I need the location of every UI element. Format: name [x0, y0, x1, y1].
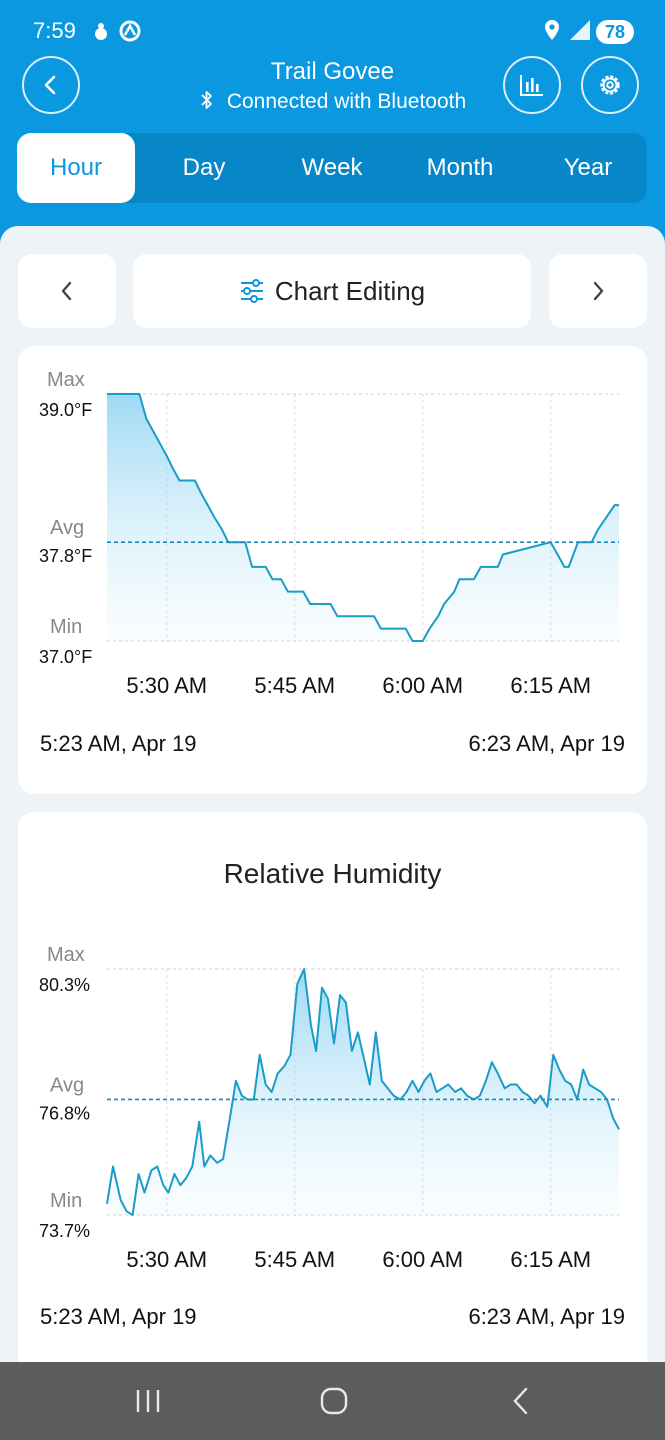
x-tick-label: 6:00 AM: [382, 673, 463, 698]
humidity-chart-card: Relative Humidity 5:30 AM 5:45 AM 6:00 AM 6…: [18, 812, 647, 1362]
status-bar: 7:59 78: [0, 0, 665, 60]
max-label: Max: [47, 944, 85, 966]
series-area: [107, 969, 619, 1215]
min-label: Min: [50, 616, 82, 638]
min-value: 73.7%: [39, 1221, 90, 1241]
start-time-label: 5:23 AM, Apr 19: [40, 1304, 197, 1329]
battery-indicator: 78: [596, 20, 634, 44]
series-area: [107, 394, 619, 641]
home-icon[interactable]: [319, 1386, 349, 1416]
chevron-right-icon: [593, 281, 604, 301]
previous-period-button[interactable]: [18, 254, 116, 328]
header-background: [0, 0, 665, 260]
x-tick-label: 5:45 AM: [254, 673, 335, 698]
tab-hour[interactable]: Hour: [17, 133, 135, 203]
humidity-chart: 5:30 AM 5:45 AM 6:00 AM 6:15 AM Max 80.3% Avg 7…: [39, 944, 625, 1329]
tab-week[interactable]: Week: [301, 154, 363, 181]
x-tick-label: 5:45 AM: [254, 1247, 335, 1272]
avg-value: 37.8°F: [39, 546, 92, 566]
recent-apps-icon[interactable]: [134, 1388, 164, 1414]
avg-value: 76.8%: [39, 1103, 90, 1123]
temperature-chart-card: 5:30 AM 5:45 AM 6:00 AM 6:15 AM Max 39.0°F Avg…: [18, 346, 647, 794]
tab-day[interactable]: Day: [182, 154, 226, 181]
avg-label: Avg: [50, 517, 84, 539]
series-line: [107, 393, 619, 642]
chart-editing-label: Chart Editing: [274, 275, 426, 306]
content-area: Chart Editing 5:30 AM 5:45 AM 6:00 AM 6:15 …: [0, 226, 665, 1362]
status-signal-icons: [545, 20, 590, 40]
settings-button[interactable]: [581, 56, 639, 114]
period-tabs: Hour Day Week Month Year: [17, 133, 647, 203]
max-label: Max: [47, 369, 85, 391]
min-label: Min: [50, 1190, 82, 1212]
x-tick-label: 6:15 AM: [510, 1247, 591, 1272]
status-notification-icons: [95, 20, 141, 42]
x-tick-label: 6:15 AM: [510, 673, 591, 698]
device-title: Trail Govee: [270, 58, 395, 85]
temperature-chart: 5:30 AM 5:45 AM 6:00 AM 6:15 AM Max 39.0°F Avg…: [39, 369, 625, 756]
chart-editing-button[interactable]: Chart Editing: [133, 254, 531, 328]
x-tick-label: 5:30 AM: [126, 673, 207, 698]
bar-chart-icon: [520, 75, 543, 96]
end-time-label: 6:23 AM, Apr 19: [468, 1304, 625, 1329]
next-period-button[interactable]: [549, 254, 647, 328]
x-tick-label: 5:30 AM: [126, 1247, 207, 1272]
avg-label: Avg: [50, 1074, 84, 1096]
statistics-button[interactable]: [503, 56, 561, 114]
bluetooth-icon: [201, 91, 212, 109]
connection-status: Connected with Bluetooth: [0, 90, 665, 114]
back-button[interactable]: [22, 56, 80, 114]
gear-icon: [600, 75, 620, 95]
tab-year[interactable]: Year: [563, 154, 613, 181]
series-line: [106, 968, 620, 1216]
chevron-left-icon: [44, 75, 56, 95]
max-value: 39.0°F: [39, 400, 92, 420]
back-nav-icon[interactable]: [509, 1386, 533, 1416]
system-navigation-bar: [0, 1362, 665, 1440]
sliders-icon: [240, 279, 263, 303]
max-value: 80.3%: [39, 975, 90, 995]
tab-month[interactable]: Month: [426, 154, 494, 181]
x-tick-label: 6:00 AM: [382, 1247, 463, 1272]
humidity-chart-title: Relative Humidity: [223, 858, 442, 889]
connection-status-text: Connected with Bluetooth: [226, 90, 467, 113]
min-value: 37.0°F: [39, 647, 92, 667]
start-time-label: 5:23 AM, Apr 19: [40, 731, 197, 756]
end-time-label: 6:23 AM, Apr 19: [468, 731, 625, 756]
status-time: 7:59: [33, 18, 76, 43]
chevron-left-icon: [61, 281, 72, 301]
